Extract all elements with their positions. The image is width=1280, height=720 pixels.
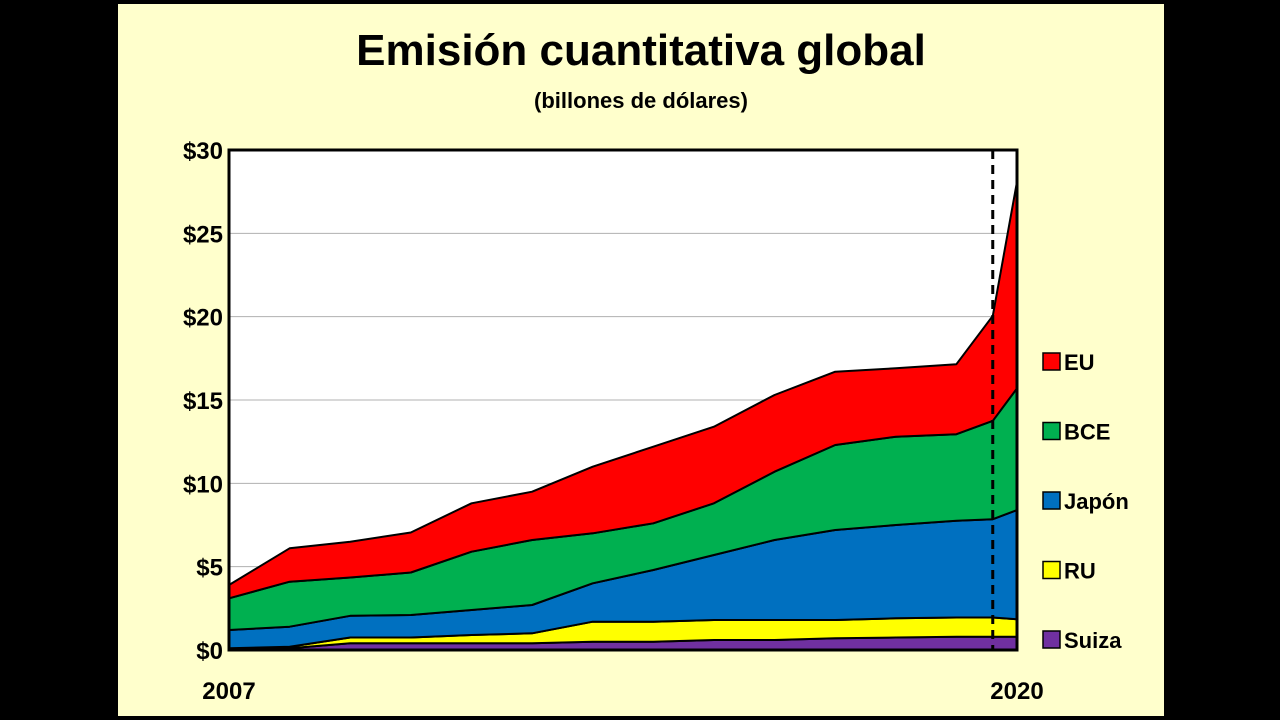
legend-swatch-eu: [1042, 352, 1061, 371]
legend-label-japon: Japón: [1064, 489, 1129, 514]
legend: EU BCE Japón RU Suiza: [1042, 350, 1129, 653]
legend-label-bce: BCE: [1064, 420, 1110, 445]
legend-label-eu: EU: [1064, 350, 1095, 375]
y-tick-label: $30: [183, 138, 223, 165]
y-tick-label: $0: [196, 638, 223, 665]
chart-subtitle: (billones de dólares): [534, 88, 748, 113]
chart-title: Emisión cuantitativa global: [356, 26, 926, 75]
x-axis: 2007 2020: [202, 678, 1043, 705]
x-tick-label: 2020: [990, 678, 1043, 705]
legend-swatch-suiza: [1042, 630, 1061, 649]
legend-swatch-japon: [1042, 491, 1061, 510]
y-tick-label: $5: [196, 555, 223, 582]
y-tick-label: $25: [183, 221, 223, 248]
y-tick-label: $10: [183, 471, 223, 498]
stacked-area-chart: $0 $5 $10 $15 $20 $25 $30 2007 2020 EU BCE Japón R…: [183, 138, 1129, 705]
legend-swatch-bce: [1042, 421, 1061, 441]
y-axis: $0 $5 $10 $15 $20 $25 $30: [183, 138, 223, 665]
x-tick-label: 2007: [202, 678, 255, 705]
legend-label-suiza: Suiza: [1064, 628, 1122, 653]
y-tick-label: $20: [183, 305, 223, 332]
series-areas: [228, 180, 1018, 651]
slide: Emisión cuantitativa global (billones de…: [118, 4, 1164, 716]
y-tick-label: $15: [183, 388, 223, 415]
plot-border: [227, 148, 1019, 652]
legend-label-ru: RU: [1064, 559, 1096, 584]
legend-swatch-ru: [1042, 560, 1061, 580]
